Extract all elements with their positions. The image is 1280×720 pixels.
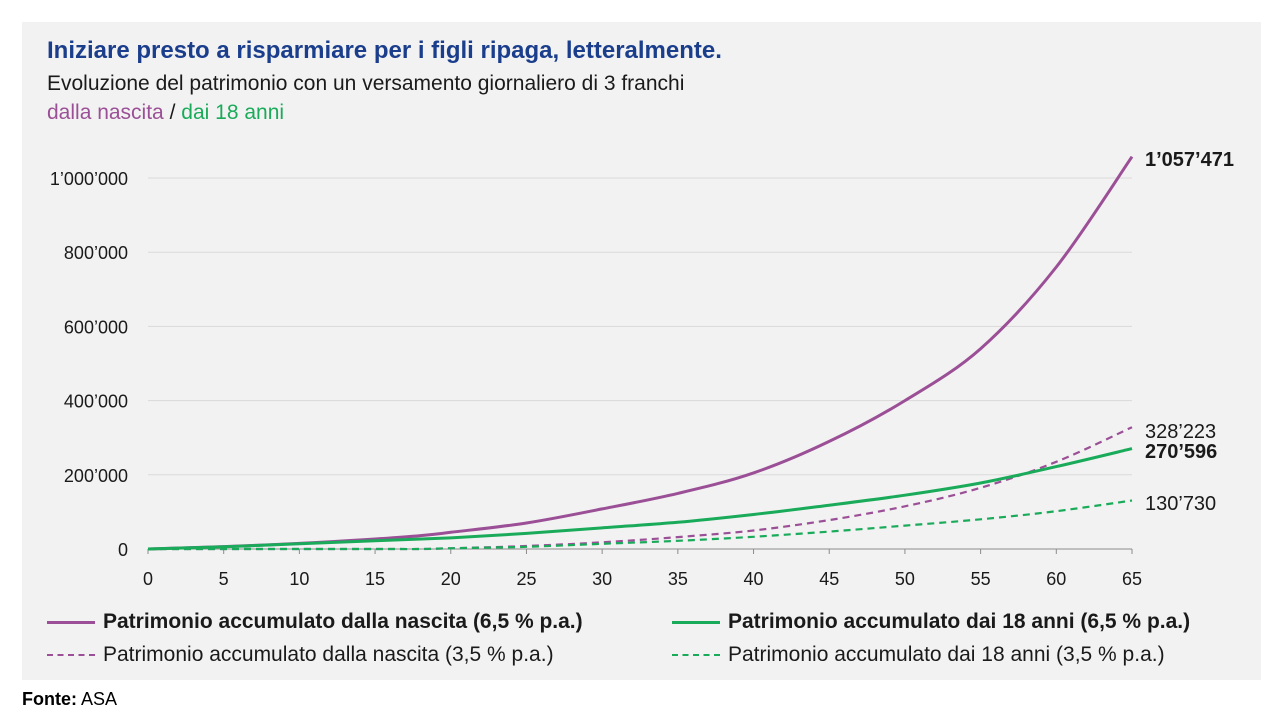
x-tick-label: 60: [1046, 569, 1066, 589]
subtitle-separator: /: [169, 101, 176, 124]
source-note: Fonte: ASA: [22, 689, 117, 710]
legend-item-birth-6-5: Patrimonio accumulato dalla nascita (6,5…: [47, 609, 583, 635]
x-tick-label: 10: [289, 569, 309, 589]
x-tick-label: 25: [516, 569, 536, 589]
y-tick-label: 400’000: [64, 392, 128, 412]
legend-label-18-6-5: Patrimonio accumulato dai 18 anni (6,5 %…: [728, 610, 1191, 633]
x-tick-label: 0: [143, 569, 153, 589]
chart-subtitle-series: dalla nascita / dai 18 anni: [47, 101, 284, 125]
series-line-birth-6-5: [147, 155, 1134, 551]
x-tick-label: 15: [365, 569, 385, 589]
subtitle-from-birth: dalla nascita: [47, 101, 164, 124]
x-tick-label: 55: [971, 569, 991, 589]
end-label-birth-6-5: 1’057’471: [1145, 149, 1234, 171]
legend-item-birth-3-5: Patrimonio accumulato dalla nascita (3,5…: [47, 642, 554, 668]
y-tick-label: 800’000: [64, 243, 128, 263]
x-tick-label: 40: [744, 569, 764, 589]
series-line-18-3-5: [148, 499, 1133, 551]
end-label-birth-3-5: 328’223: [1145, 421, 1216, 443]
x-tick-label: 50: [895, 569, 915, 589]
x-tick-label: 5: [219, 569, 229, 589]
x-tick-label: 30: [592, 569, 612, 589]
legend-label-birth-6-5: Patrimonio accumulato dalla nascita (6,5…: [103, 610, 583, 633]
chart-subtitle: Evoluzione del patrimonio con un versame…: [47, 72, 685, 95]
legend-label-birth-3-5: Patrimonio accumulato dalla nascita (3,5…: [103, 643, 554, 666]
y-tick-label: 1’000’000: [50, 169, 128, 189]
end-label-18-3-5: 130’730: [1145, 493, 1216, 515]
legend-swatch-18-6-5: [672, 620, 720, 624]
legend-item-18-3-5: Patrimonio accumulato dai 18 anni (3,5 %…: [672, 642, 1165, 668]
source-value: ASA: [81, 689, 118, 709]
x-tick-label: 65: [1122, 569, 1142, 589]
legend-swatch-18-3-5: [672, 654, 720, 656]
series-line-18-6-5: [147, 447, 1133, 551]
legend-label-18-3-5: Patrimonio accumulato dai 18 anni (3,5 %…: [728, 643, 1165, 666]
chart-title: Iniziare presto a risparmiare per i figl…: [47, 37, 722, 64]
chart-panel: [22, 22, 1261, 680]
legend-item-18-6-5: Patrimonio accumulato dai 18 anni (6,5 %…: [672, 609, 1190, 635]
subtitle-from-18: dai 18 anni: [181, 101, 285, 124]
series-line-birth-3-5: [148, 426, 1133, 551]
y-tick-label: 0: [118, 540, 128, 560]
end-label-18-6-5: 270’596: [1145, 441, 1217, 463]
x-tick-label: 45: [819, 569, 839, 589]
legend-swatch-birth-3-5: [47, 654, 95, 656]
x-tick-label: 20: [441, 569, 461, 589]
legend-swatch-birth-6-5: [47, 620, 95, 624]
x-tick-label: 35: [668, 569, 688, 589]
y-tick-label: 600’000: [64, 317, 128, 337]
source-label: Fonte:: [22, 689, 77, 709]
y-tick-label: 200’000: [64, 466, 128, 486]
